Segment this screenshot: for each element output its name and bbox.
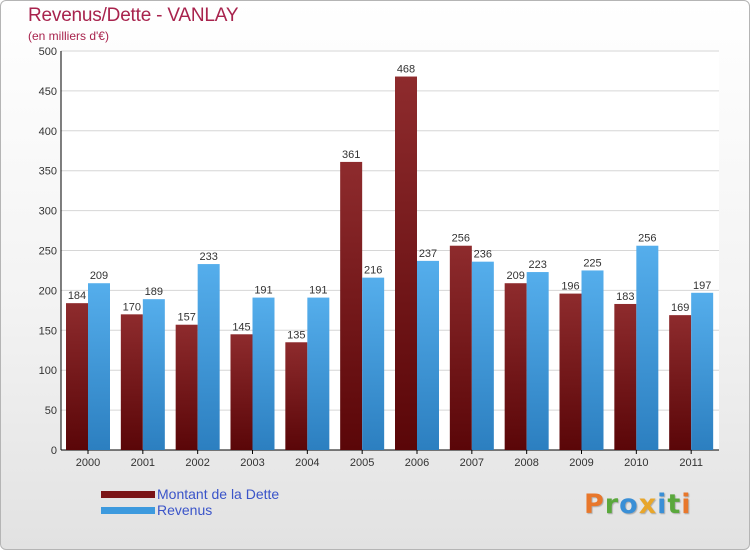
bar-dette xyxy=(285,342,308,450)
data-label-revenus: 237 xyxy=(419,248,437,260)
x-tick-label: 2004 xyxy=(295,457,319,469)
logo-letter: i xyxy=(681,489,692,520)
bar-revenus xyxy=(307,297,330,450)
bar-dette xyxy=(449,245,472,450)
bar-revenus xyxy=(526,272,549,450)
bar-revenus xyxy=(362,277,385,450)
legend-swatch-dette xyxy=(101,490,155,498)
bar-revenus xyxy=(88,283,110,450)
logo-letter: r xyxy=(604,489,620,520)
bar-dette xyxy=(120,314,143,450)
data-label-revenus: 216 xyxy=(364,265,382,277)
bar-revenus xyxy=(471,261,494,450)
legend-swatch-revenus xyxy=(101,506,155,514)
y-tick-label: 450 xyxy=(39,86,57,98)
legend-label-revenus: Revenus xyxy=(157,502,213,518)
data-label-revenus: 189 xyxy=(145,286,163,298)
chart-subtitle: (en milliers d'€) xyxy=(28,29,109,43)
data-label-dette: 183 xyxy=(616,291,634,303)
data-label-dette: 184 xyxy=(68,290,86,302)
logo-letter: t xyxy=(667,489,682,520)
x-tick-label: 2005 xyxy=(350,457,374,469)
bar-revenus xyxy=(417,260,439,450)
y-tick-label: 400 xyxy=(39,126,57,138)
bar-dette xyxy=(230,334,253,450)
chart-title: Revenus/Dette - VANLAY xyxy=(28,5,239,26)
x-tick-label: 2011 xyxy=(679,457,703,469)
bar-revenus xyxy=(197,264,220,450)
y-tick-label: 150 xyxy=(39,325,57,337)
y-tick-label: 0 xyxy=(51,445,57,457)
data-label-dette: 170 xyxy=(123,301,141,313)
x-tick-label: 2003 xyxy=(240,457,264,469)
data-label-dette: 135 xyxy=(287,329,305,341)
logo-letter: o xyxy=(619,489,639,520)
data-label-revenus: 236 xyxy=(474,249,492,261)
legend-item-dette: Montant de la Dette xyxy=(101,486,279,502)
data-label-revenus: 191 xyxy=(309,285,327,297)
y-tick-label: 350 xyxy=(39,166,57,178)
data-label-revenus: 191 xyxy=(254,285,272,297)
bar-revenus xyxy=(252,297,275,450)
logo-letter: x xyxy=(638,489,658,520)
data-label-dette: 209 xyxy=(506,270,524,282)
data-label-revenus: 256 xyxy=(638,233,656,245)
bar-dette xyxy=(395,76,417,450)
bar-revenus xyxy=(142,299,165,450)
bar-dette xyxy=(504,283,527,450)
y-tick-label: 250 xyxy=(39,246,57,258)
x-tick-label: 2001 xyxy=(131,457,155,469)
data-label-revenus: 223 xyxy=(528,259,546,271)
legend: Montant de la Dette Revenus xyxy=(101,486,279,518)
data-label-dette: 196 xyxy=(561,281,579,293)
bar-dette xyxy=(669,315,692,450)
data-label-dette: 361 xyxy=(342,149,360,161)
x-tick-label: 2009 xyxy=(569,457,593,469)
x-tick-label: 2010 xyxy=(624,457,648,469)
logo-letter: P xyxy=(584,489,605,520)
y-tick-label: 300 xyxy=(39,206,57,218)
legend-label-dette: Montant de la Dette xyxy=(157,486,280,502)
y-tick-label: 200 xyxy=(39,285,57,297)
bar-dette xyxy=(614,303,637,450)
data-label-revenus: 233 xyxy=(199,251,217,263)
y-tick-label: 500 xyxy=(39,46,57,58)
x-tick-label: 2006 xyxy=(405,457,429,469)
data-label-dette: 169 xyxy=(671,302,689,314)
y-tick-label: 50 xyxy=(45,405,57,417)
data-label-revenus: 197 xyxy=(693,280,711,292)
x-tick-label: 2000 xyxy=(76,457,100,469)
data-label-dette: 157 xyxy=(177,312,195,324)
y-tick-label: 100 xyxy=(39,365,57,377)
bar-revenus xyxy=(636,245,659,450)
bar-dette xyxy=(66,303,88,450)
bar-dette xyxy=(175,324,198,450)
data-label-revenus: 209 xyxy=(90,270,108,282)
data-label-revenus: 225 xyxy=(583,257,601,269)
x-tick-label: 2002 xyxy=(185,457,209,469)
bar-dette xyxy=(340,161,363,450)
bar-revenus xyxy=(691,292,714,450)
data-label-dette: 145 xyxy=(232,321,250,333)
data-label-dette: 468 xyxy=(397,64,415,76)
bar-dette xyxy=(559,293,582,450)
bar-revenus xyxy=(581,270,604,450)
proxiti-logo: Proxiti xyxy=(584,489,692,520)
data-label-dette: 256 xyxy=(452,233,470,245)
legend-item-revenus: Revenus xyxy=(101,502,279,518)
logo-letter: i xyxy=(657,489,668,520)
x-tick-label: 2007 xyxy=(460,457,484,469)
x-tick-label: 2008 xyxy=(514,457,538,469)
